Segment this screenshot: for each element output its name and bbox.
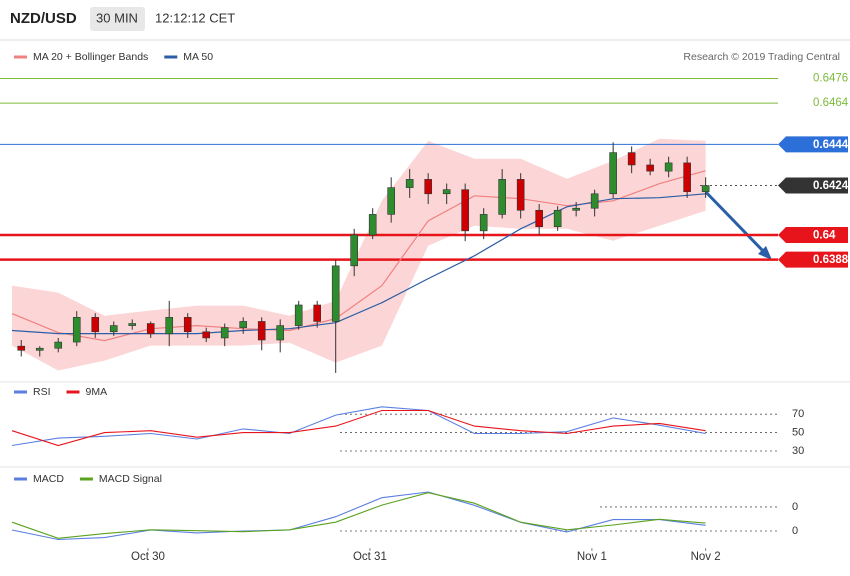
candle-body xyxy=(442,189,451,195)
candle-body xyxy=(609,152,617,195)
legend-label: MA 50 xyxy=(183,51,213,63)
candle-body xyxy=(91,317,100,333)
level-label: 0.6444 xyxy=(813,139,849,151)
candle-body xyxy=(387,187,395,215)
candle-body xyxy=(350,234,358,267)
candle-body xyxy=(572,207,580,211)
candle-body xyxy=(146,323,155,335)
candle-body xyxy=(202,331,211,339)
candle-body xyxy=(17,345,26,351)
candle-body xyxy=(701,185,710,193)
y-tick-label: 50 xyxy=(792,426,804,438)
legend-label: 9MA xyxy=(86,386,108,398)
y-tick-label: 0 xyxy=(792,501,798,513)
candle-body xyxy=(516,179,525,211)
legend-label: MA 20 + Bollinger Bands xyxy=(33,51,148,63)
candle-body xyxy=(294,304,303,326)
x-tick-label: Nov 2 xyxy=(691,551,721,563)
candle-body xyxy=(664,162,673,172)
candle-body xyxy=(627,152,636,166)
level-label: 0.6388 xyxy=(813,254,849,266)
candle-body xyxy=(276,325,285,341)
candle-body xyxy=(35,347,44,351)
candle-body xyxy=(683,162,691,193)
candle-body xyxy=(405,179,414,188)
candle-body xyxy=(331,265,340,322)
x-tick-label: Nov 1 xyxy=(577,551,607,563)
legend-label: MACD xyxy=(33,473,64,485)
candle-body xyxy=(368,214,377,236)
legend-label: MACD Signal xyxy=(99,473,162,485)
level-tag xyxy=(778,177,848,194)
candle-body xyxy=(54,341,63,349)
candle-body xyxy=(590,193,599,209)
candle-body xyxy=(72,317,81,343)
candle-body xyxy=(479,214,488,232)
credit: Research © 2019 Trading Central xyxy=(683,51,840,63)
time: 12:12:12 CET xyxy=(155,10,235,25)
moving-average xyxy=(11,193,706,335)
candle-body xyxy=(257,321,266,341)
candle-body xyxy=(553,209,562,228)
candle-body xyxy=(220,327,229,339)
level-label: 0.6464 xyxy=(813,97,849,109)
series-line xyxy=(11,409,706,447)
interval-box xyxy=(90,7,145,31)
level-label: 0.6424 xyxy=(813,180,849,192)
legend-label: RSI xyxy=(33,386,51,398)
bollinger-band xyxy=(12,138,706,371)
level-label: 0.6476 xyxy=(813,73,848,85)
candle-body xyxy=(239,321,248,328)
x-tick-label: Oct 31 xyxy=(353,551,387,563)
series-line xyxy=(11,492,706,539)
candle-body xyxy=(461,189,469,232)
level-tag xyxy=(778,226,848,243)
series-line xyxy=(11,406,706,447)
candle-body xyxy=(183,317,192,333)
x-tick-label: Oct 30 xyxy=(131,551,165,563)
projection-arrow xyxy=(698,184,768,256)
candle-body xyxy=(313,304,322,322)
candle-body xyxy=(646,164,654,172)
y-tick-label: 30 xyxy=(792,445,804,457)
candle-body xyxy=(424,179,432,195)
candle-body xyxy=(165,317,174,335)
y-tick-label: 0 xyxy=(792,525,798,537)
level-tag xyxy=(778,251,848,268)
candle-body xyxy=(535,209,543,228)
symbol: NZD/USD xyxy=(10,10,77,27)
y-tick-label: 70 xyxy=(792,408,804,420)
candle-body xyxy=(128,323,137,326)
interval: 30 MIN xyxy=(96,10,138,25)
series-line xyxy=(11,491,706,541)
level-label: 0.64 xyxy=(813,230,836,242)
candle-body xyxy=(498,179,506,215)
candle-body xyxy=(109,325,118,333)
level-tag xyxy=(778,136,848,153)
projection-arrowhead xyxy=(758,246,772,260)
